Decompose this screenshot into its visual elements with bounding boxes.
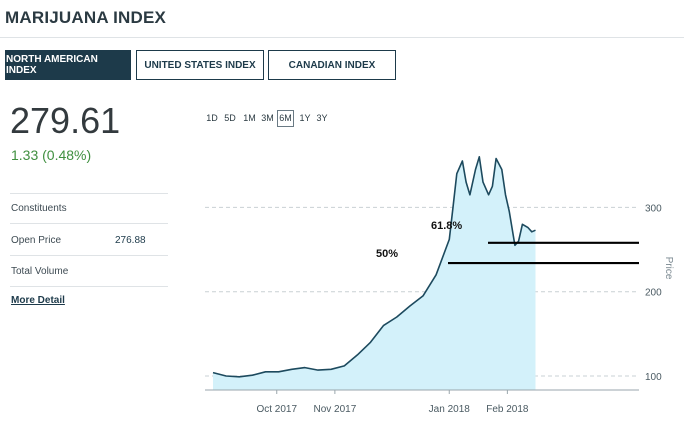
series-line — [212, 156, 536, 378]
index-value: 279.61 — [10, 100, 121, 141]
page-title: MARIJUANA INDEX — [5, 8, 167, 27]
area-fill — [213, 156, 536, 390]
x-tick-label: Nov 2017 — [313, 404, 356, 415]
range-1y-button[interactable]: 1Y — [299, 113, 311, 123]
tab-north-american-index[interactable]: NORTH AMERICAN INDEX — [5, 50, 131, 80]
y-tick-label: 300 — [645, 203, 662, 214]
y-tick-label: 200 — [645, 288, 662, 299]
stats-divider — [10, 193, 168, 194]
open-price-value: 276.88 — [115, 235, 146, 246]
title-divider — [0, 37, 684, 38]
range-3y-button[interactable]: 3Y — [316, 113, 328, 123]
more-detail-link[interactable]: More Detail — [11, 295, 65, 306]
tab-united-states-index[interactable]: UNITED STATES INDEX — [136, 50, 264, 80]
range-3m-button[interactable]: 3M — [261, 113, 274, 123]
y-tick-label: 100 — [645, 372, 662, 383]
stats-divider — [10, 223, 168, 224]
index-change: 1.33 (0.48%) — [11, 147, 92, 163]
stats-divider — [10, 286, 168, 287]
range-1m-button[interactable]: 1M — [243, 113, 256, 123]
total-volume-label: Total Volume — [11, 266, 69, 277]
constituents-label: Constituents — [11, 203, 67, 214]
y-axis-title: Price — [663, 257, 674, 280]
stats-divider — [10, 255, 168, 256]
tab-canadian-index[interactable]: CANADIAN INDEX — [268, 50, 396, 80]
annotation-label: 61.8% — [431, 220, 462, 232]
x-tick-label: Feb 2018 — [486, 404, 529, 415]
x-tick-label: Oct 2017 — [256, 404, 297, 415]
range-6m-button[interactable]: 6M — [277, 110, 294, 127]
x-tick-label: Jan 2018 — [429, 404, 471, 415]
range-5d-button[interactable]: 5D — [224, 113, 236, 123]
annotation-label: 50% — [376, 248, 398, 260]
range-1d-button[interactable]: 1D — [206, 113, 218, 123]
open-price-label: Open Price — [11, 235, 62, 246]
